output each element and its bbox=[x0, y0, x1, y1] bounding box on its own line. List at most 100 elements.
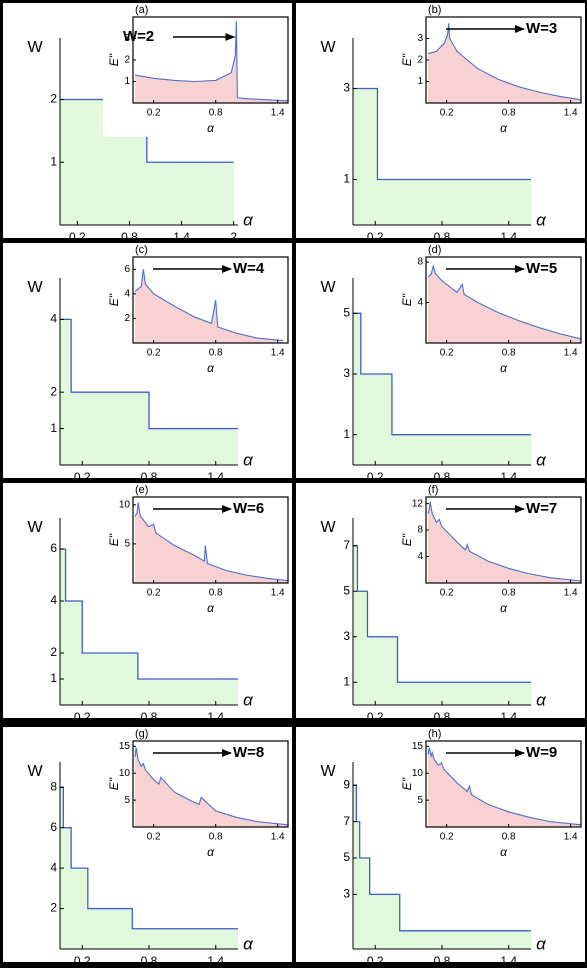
x-tick-label: 0.2 bbox=[74, 710, 91, 724]
x-tick-label: 1.4 bbox=[500, 954, 517, 968]
x-tick-label: 0.2 bbox=[367, 470, 384, 484]
inset-frame bbox=[425, 496, 582, 584]
y-tick-label: 4 bbox=[417, 551, 423, 562]
x-axis-label: α bbox=[536, 210, 547, 229]
y-tick-label: 6 bbox=[50, 541, 57, 555]
x-axis-label: α bbox=[243, 690, 254, 709]
step-line bbox=[60, 548, 238, 680]
step-line bbox=[353, 545, 531, 683]
x-tick-label: 0.8 bbox=[209, 588, 223, 599]
y-axis-label: W bbox=[320, 39, 336, 56]
y-tick-label: 4 bbox=[50, 312, 57, 326]
x-axis-label: α bbox=[500, 601, 508, 615]
y-tick-label: 8 bbox=[50, 779, 57, 793]
step-line bbox=[353, 87, 531, 181]
panel-label: (g) bbox=[135, 728, 148, 740]
y-axis-label: E'' bbox=[400, 53, 414, 66]
x-tick-label: 0.2 bbox=[69, 230, 86, 244]
y-tick-label: 5 bbox=[124, 795, 130, 806]
y-tick-label: 8 bbox=[417, 257, 423, 268]
y-axis-label: E'' bbox=[107, 533, 121, 546]
y-tick-label: 9 bbox=[343, 777, 350, 791]
y-tick-label: 15 bbox=[119, 741, 131, 752]
y-axis-label: E'' bbox=[107, 293, 121, 306]
annotation: W=7 bbox=[526, 500, 557, 517]
x-tick-label: 0.8 bbox=[209, 832, 223, 843]
area-fill bbox=[353, 785, 531, 949]
x-tick-label: 0.2 bbox=[367, 954, 384, 968]
x-tick-label: 1.4 bbox=[564, 588, 578, 599]
y-tick-label: 2 bbox=[124, 313, 130, 324]
x-tick-label: 0.8 bbox=[121, 230, 138, 244]
x-tick-label: 0.2 bbox=[74, 470, 91, 484]
inset-background bbox=[103, 5, 290, 137]
x-tick-label: 1.4 bbox=[173, 230, 190, 244]
x-tick-label: 0.8 bbox=[502, 588, 516, 599]
panel-label: (h) bbox=[428, 728, 441, 740]
x-tick-label: 1.4 bbox=[564, 348, 578, 359]
y-tick-label: 1 bbox=[50, 421, 57, 435]
x-tick-label: 0.2 bbox=[147, 348, 161, 359]
inset-frame bbox=[132, 740, 289, 828]
step-line bbox=[353, 312, 531, 436]
inset-frame bbox=[132, 496, 289, 584]
y-axis-label: W bbox=[320, 279, 336, 296]
panel-label: (b) bbox=[428, 4, 441, 16]
x-tick-label: 0.2 bbox=[440, 832, 454, 843]
y-tick-label: 4 bbox=[50, 860, 57, 874]
x-axis-label: α bbox=[207, 361, 215, 375]
curve bbox=[134, 21, 289, 102]
x-tick-label: 0.8 bbox=[209, 348, 223, 359]
y-tick-label: 15 bbox=[412, 741, 424, 752]
annotation: W=6 bbox=[233, 500, 264, 517]
y-tick-label: 3 bbox=[343, 81, 350, 95]
y-tick-label: 2 bbox=[50, 92, 57, 106]
y-tick-label: 5 bbox=[343, 583, 350, 597]
panel-label: (c) bbox=[135, 244, 148, 256]
y-tick-label: 4 bbox=[417, 297, 423, 308]
y-tick-label: 2 bbox=[50, 901, 57, 915]
x-tick-label: 0.8 bbox=[434, 230, 451, 244]
x-tick-label: 1.4 bbox=[271, 348, 285, 359]
y-tick-label: 3 bbox=[343, 366, 350, 380]
x-tick-label: 1.4 bbox=[271, 588, 285, 599]
y-tick-label: 5 bbox=[343, 850, 350, 864]
x-axis-label: α bbox=[243, 450, 254, 469]
x-tick-label: 1.4 bbox=[564, 108, 578, 119]
step-line bbox=[353, 784, 531, 932]
area-fill bbox=[428, 747, 581, 827]
x-tick-label: 0.8 bbox=[502, 832, 516, 843]
y-tick-label: 10 bbox=[119, 768, 131, 779]
y-tick-label: 10 bbox=[119, 499, 131, 510]
annotation: W=4 bbox=[233, 260, 265, 277]
inset-background bbox=[103, 485, 290, 617]
x-axis-label: α bbox=[207, 601, 215, 615]
x-axis-label: α bbox=[536, 934, 547, 953]
y-tick-label: 8 bbox=[417, 525, 423, 536]
y-axis-label: W bbox=[320, 763, 336, 780]
curve bbox=[427, 747, 582, 826]
x-axis-label: α bbox=[500, 121, 508, 135]
inset-background bbox=[396, 5, 583, 137]
annotation: W=5 bbox=[526, 260, 557, 277]
y-axis-label: W bbox=[320, 519, 336, 536]
step-line bbox=[60, 786, 238, 930]
x-axis-label: α bbox=[207, 845, 215, 859]
area-fill bbox=[428, 23, 581, 104]
y-axis-label: E'' bbox=[107, 53, 121, 66]
y-tick-label: 4 bbox=[50, 593, 57, 607]
y-tick-label: 2 bbox=[124, 55, 130, 66]
y-axis-label: E'' bbox=[400, 293, 414, 306]
x-tick-label: 1.4 bbox=[500, 230, 517, 244]
area-fill bbox=[135, 21, 288, 103]
annotation: W=8 bbox=[233, 744, 264, 761]
x-tick-label: 0.2 bbox=[147, 588, 161, 599]
y-tick-label: 5 bbox=[343, 306, 350, 320]
annotation: W=2 bbox=[123, 28, 154, 45]
x-axis-label: α bbox=[500, 845, 508, 859]
x-tick-label: 2 bbox=[230, 230, 237, 244]
y-tick-label: 3 bbox=[343, 629, 350, 643]
x-tick-label: 1.4 bbox=[564, 832, 578, 843]
inset-background bbox=[103, 729, 290, 861]
